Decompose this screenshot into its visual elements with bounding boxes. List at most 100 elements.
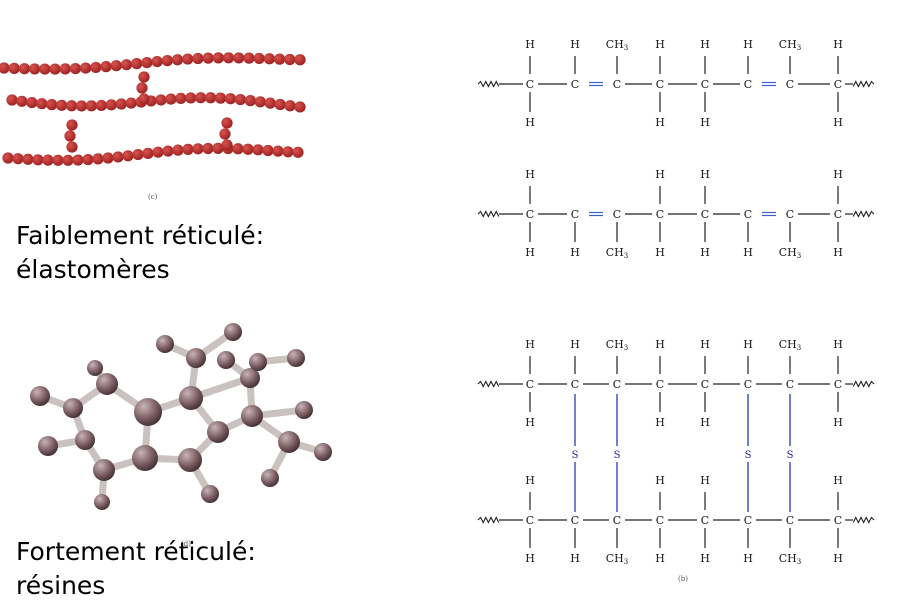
chain-bead (95, 99, 107, 112)
chain-bead (42, 154, 54, 166)
carbon-atom: C (786, 378, 794, 391)
chain-bead (263, 53, 275, 65)
atom-ball (278, 431, 300, 453)
hydrogen-atom: H (525, 38, 535, 51)
hydrogen-atom: H (700, 246, 710, 259)
hydrogen-atom: H (833, 116, 843, 129)
carbon-atom: C (834, 378, 842, 391)
chain-bead (65, 100, 78, 112)
chain-bead (92, 153, 104, 165)
chain-bead (165, 93, 177, 105)
chain-bead (26, 96, 38, 109)
chain-bead (151, 55, 163, 68)
chain-bead (155, 94, 167, 106)
caption-weak-crosslink-line1: Faiblement réticulé: (16, 221, 265, 250)
chain-bead (102, 152, 114, 164)
hydrogen-atom: H (655, 168, 665, 181)
methyl-group: CH3 (606, 338, 628, 352)
hydrogen-atom: H (700, 168, 710, 181)
carbon-atom: C (526, 378, 534, 391)
chain-continuation (477, 80, 500, 88)
hydrogen-atom: H (700, 116, 710, 129)
formula-chain-1: C H H C H C CH3 C H H C H H C H C CH3 C H H (477, 38, 875, 129)
chain-bead (80, 62, 92, 74)
crosslink-bead (138, 71, 150, 83)
chain-bead (214, 92, 227, 104)
carbon-atom: C (571, 78, 579, 91)
chain-bead (294, 101, 306, 113)
chain-continuation (852, 516, 875, 524)
crosslink-bead (64, 130, 76, 142)
carbon-atom: C (656, 514, 664, 527)
formula-vulcanized-bottom: C H H C H C CH3 C H H C H H C H C CH3 C H H (477, 474, 875, 566)
chain-bead (112, 151, 124, 163)
chain-bead (16, 95, 28, 107)
carbon-atom: C (571, 208, 579, 221)
atom-ball (134, 398, 162, 426)
carbon-atom: C (613, 514, 621, 527)
chain-bead (32, 154, 44, 166)
hydrogen-atom: H (833, 474, 843, 487)
carbon-atom: C (613, 208, 621, 221)
chain-bead (264, 97, 276, 109)
hydrogen-atom: H (655, 474, 665, 487)
chain-bead (254, 96, 266, 108)
hydrogen-atom: H (700, 474, 710, 487)
chain-bead (12, 153, 24, 165)
chain-bead (224, 93, 237, 105)
chain-bead (18, 63, 31, 75)
chain-bead (195, 92, 207, 104)
hydrogen-atom: H (700, 416, 710, 429)
atom-ball (186, 348, 206, 368)
carbon-atom: C (786, 208, 794, 221)
chain-bead (49, 63, 61, 75)
hydrogen-atom: H (833, 246, 843, 259)
hydrogen-atom: H (700, 38, 710, 51)
chain-bead (90, 61, 102, 74)
caption-strong-crosslink-line2: résines (16, 571, 106, 600)
sulfur-atom: S (745, 450, 752, 461)
chain-bead (172, 144, 184, 156)
panel-label-a: (c) (148, 193, 158, 201)
hydrogen-atom: H (570, 38, 580, 51)
carbon-atom: C (834, 78, 842, 91)
hydrogen-atom: H (570, 338, 580, 351)
chain-bead (122, 150, 134, 162)
chain-continuation (477, 380, 500, 388)
carbon-atom: C (834, 514, 842, 527)
atom-ball (38, 436, 58, 456)
chain-bead (59, 63, 71, 75)
carbon-atom: C (656, 78, 664, 91)
sulfur-atom: S (787, 450, 794, 461)
atom-ball (249, 353, 267, 371)
lightly-crosslinked-chains (0, 52, 306, 166)
formula-vulcanized-top: C H H C H C CH3 C H H C H H C H C CH3 C H H (477, 338, 875, 429)
atom-ball (96, 373, 118, 395)
atom-ball (178, 448, 202, 472)
crosslink-bead (221, 117, 233, 129)
carbon-atom: C (571, 514, 579, 527)
hydrogen-atom: H (833, 338, 843, 351)
atom-ball (94, 494, 110, 510)
methyl-group: CH3 (779, 338, 801, 352)
chain-bead (243, 52, 255, 64)
atom-ball (75, 430, 95, 450)
hydrogen-atom: H (743, 552, 753, 565)
methyl-group: CH3 (779, 246, 801, 260)
hydrogen-atom: H (833, 552, 843, 565)
carbon-atom: C (656, 208, 664, 221)
carbon-atom: C (786, 514, 794, 527)
atom-ball (156, 335, 174, 353)
chain-bead (29, 63, 41, 75)
chain-bead (192, 143, 204, 155)
crosslink-bead (136, 82, 148, 94)
crosslink-bead (66, 119, 78, 131)
carbon-atom: C (701, 208, 709, 221)
chain-bead (242, 143, 254, 155)
hydrogen-atom: H (655, 38, 665, 51)
hydrogen-atom: H (525, 552, 535, 565)
carbon-atom: C (701, 378, 709, 391)
carbon-atom: C (834, 208, 842, 221)
chain-bead (234, 93, 247, 106)
